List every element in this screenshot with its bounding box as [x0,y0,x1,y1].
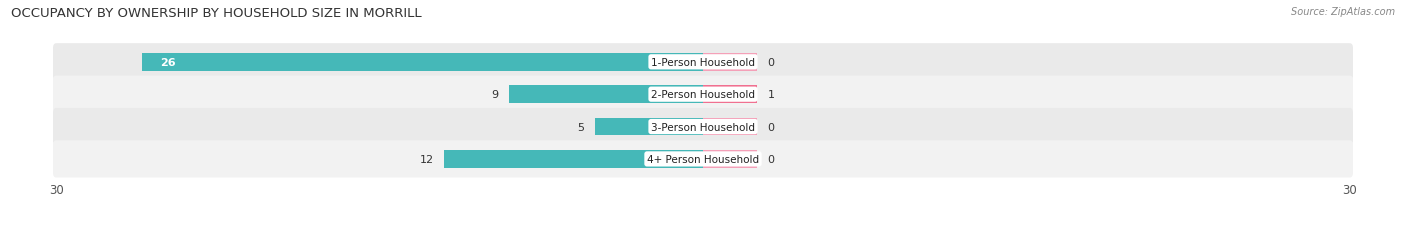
Text: 0: 0 [768,154,775,164]
Text: 12: 12 [419,154,433,164]
Bar [595,118,703,136]
Text: 0: 0 [768,58,775,67]
Bar [703,54,756,71]
Text: 3-Person Household: 3-Person Household [651,122,755,132]
Bar [142,54,703,71]
Text: OCCUPANCY BY OWNERSHIP BY HOUSEHOLD SIZE IN MORRILL: OCCUPANCY BY OWNERSHIP BY HOUSEHOLD SIZE… [11,7,422,20]
Text: 26: 26 [160,58,176,67]
FancyBboxPatch shape [53,76,1353,113]
Text: 1-Person Household: 1-Person Household [651,58,755,67]
Text: 4+ Person Household: 4+ Person Household [647,154,759,164]
Bar [703,118,756,136]
Bar [444,150,703,168]
Bar [703,86,756,104]
Bar [703,150,756,168]
Bar [509,86,703,104]
Text: 0: 0 [768,122,775,132]
Text: 2-Person Household: 2-Person Household [651,90,755,100]
Text: 1: 1 [768,90,775,100]
Text: 9: 9 [491,90,498,100]
FancyBboxPatch shape [53,109,1353,146]
Text: 5: 5 [578,122,585,132]
FancyBboxPatch shape [53,44,1353,81]
Text: Source: ZipAtlas.com: Source: ZipAtlas.com [1291,7,1395,17]
FancyBboxPatch shape [53,141,1353,178]
